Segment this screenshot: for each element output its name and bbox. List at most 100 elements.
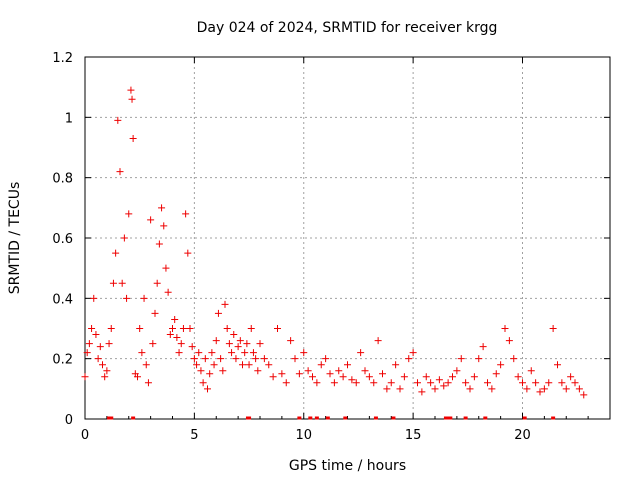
- data-point: [204, 385, 211, 393]
- data-point: [94, 355, 102, 363]
- y-tick-label: 1: [65, 111, 73, 126]
- data-point: [158, 204, 166, 212]
- data-point: [99, 361, 106, 369]
- data-point: [287, 337, 295, 345]
- data-point: [387, 379, 395, 387]
- data-point: [164, 288, 172, 296]
- data-point: [234, 343, 242, 351]
- data-point: [197, 367, 205, 375]
- x-tick-label: 20: [514, 428, 531, 443]
- data-point: [571, 379, 579, 387]
- data-point: [335, 367, 343, 375]
- data-point: [309, 373, 316, 381]
- y-tick-label: 0.2: [52, 353, 73, 368]
- data-point: [330, 379, 338, 387]
- data-point: [193, 361, 201, 369]
- data-point: [260, 355, 268, 363]
- data-point: [179, 325, 187, 332]
- data-point: [169, 325, 176, 332]
- data-point: [221, 300, 229, 308]
- data-point: [223, 325, 231, 332]
- data-point: [492, 370, 500, 378]
- data-point: [527, 367, 535, 375]
- data-point: [128, 95, 136, 103]
- data-point: [109, 279, 117, 287]
- data-point: [90, 294, 98, 302]
- data-point: [374, 337, 382, 345]
- data-point: [519, 379, 526, 387]
- data-point: [92, 331, 100, 339]
- data-point: [182, 210, 190, 218]
- data-point: [435, 376, 443, 384]
- data-point: [357, 349, 365, 357]
- data-point: [160, 222, 168, 230]
- x-tick-label: 10: [295, 428, 312, 443]
- data-point: [497, 361, 505, 369]
- data-point: [217, 355, 225, 363]
- data-point: [101, 373, 109, 381]
- data-point: [567, 373, 575, 381]
- data-point: [166, 331, 174, 339]
- data-point: [177, 340, 185, 348]
- data-point: [85, 340, 93, 348]
- data-point: [116, 168, 124, 176]
- y-tick-label: 0: [65, 413, 73, 428]
- data-point: [149, 340, 157, 348]
- data-point: [440, 382, 448, 390]
- data-point: [501, 325, 509, 332]
- data-point: [184, 249, 192, 257]
- data-point: [352, 379, 360, 387]
- data-point: [278, 370, 286, 378]
- data-point: [147, 216, 155, 224]
- data-point: [365, 373, 373, 381]
- data-point: [457, 355, 465, 363]
- data-point: [256, 340, 264, 348]
- data-point: [96, 343, 104, 351]
- data-point: [339, 373, 347, 381]
- data-point: [206, 370, 214, 378]
- data-point: [379, 370, 386, 378]
- data-point: [107, 325, 115, 332]
- data-point: [120, 234, 128, 242]
- data-point: [510, 355, 518, 363]
- data-point: [228, 349, 236, 357]
- data-point: [118, 279, 126, 287]
- data-point: [396, 385, 404, 393]
- y-tick-label: 0.4: [52, 292, 73, 307]
- data-point: [201, 355, 209, 363]
- data-point: [449, 373, 456, 381]
- data-point: [171, 315, 179, 323]
- data-point: [532, 379, 540, 387]
- data-point: [175, 349, 183, 357]
- data-point: [514, 373, 522, 381]
- data-point: [540, 385, 548, 393]
- data-point: [505, 337, 513, 345]
- data-point: [405, 355, 413, 363]
- data-point: [232, 355, 240, 363]
- data-point: [484, 379, 491, 387]
- data-point: [444, 379, 452, 387]
- data-point: [186, 325, 194, 332]
- data-point: [190, 355, 198, 363]
- data-point: [83, 349, 91, 357]
- data-point: [549, 325, 557, 332]
- data-point: [210, 361, 218, 369]
- data-point: [274, 325, 281, 332]
- data-point: [475, 355, 483, 363]
- data-point: [300, 349, 308, 357]
- data-point: [370, 379, 378, 387]
- data-point: [282, 379, 290, 387]
- data-point: [265, 361, 273, 369]
- data-point: [112, 249, 120, 257]
- data-point: [344, 361, 351, 369]
- data-point: [536, 388, 544, 396]
- data-point: [400, 373, 408, 381]
- data-point: [225, 340, 233, 348]
- data-point: [453, 367, 461, 375]
- data-point: [188, 343, 196, 351]
- data-point: [304, 367, 312, 375]
- data-point: [134, 373, 141, 381]
- data-point: [195, 349, 203, 357]
- y-tick-label: 0.8: [52, 172, 73, 187]
